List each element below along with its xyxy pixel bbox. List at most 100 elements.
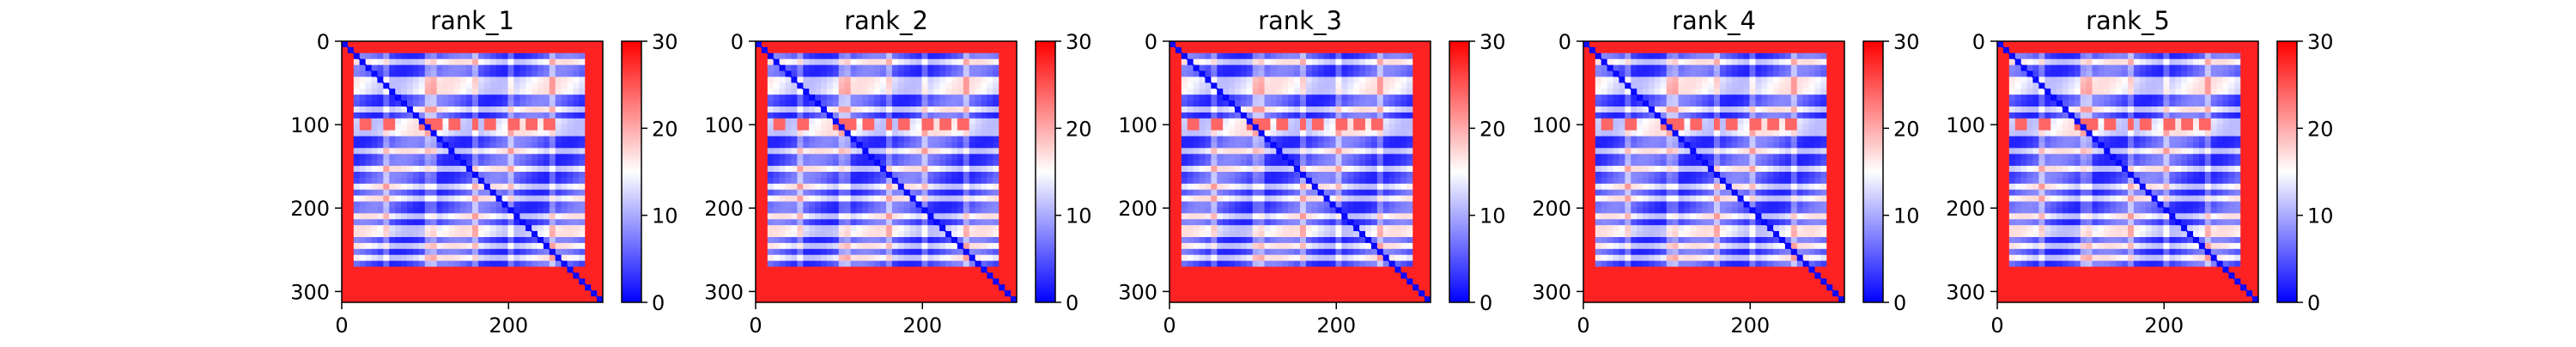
heatmap-cell [851,178,857,184]
heatmap-cell [1176,65,1182,71]
heatmap-cell [904,125,910,131]
heatmap-cell [1389,65,1395,71]
heatmap-cell [999,166,1005,172]
heatmap-cell [987,76,993,82]
heatmap-cell [975,172,981,178]
heatmap-cell [454,82,460,88]
heatmap-cell [921,231,927,237]
heatmap-cell [1270,71,1276,77]
heatmap-cell [472,119,478,125]
heatmap-cell [460,100,466,107]
heatmap-cell [1288,82,1294,88]
heatmap-cell [354,47,360,53]
heatmap-cell [1247,47,1253,53]
heatmap-cell [803,284,809,290]
heatmap-cell [342,255,348,261]
heatmap-cell [513,71,519,77]
heatmap-cell [383,119,389,125]
heatmap-cell [939,148,945,154]
heatmap-cell [939,219,945,225]
heatmap-cell [833,113,839,119]
heatmap-cell [407,190,413,196]
heatmap-cell [556,137,562,143]
heatmap-cell [957,59,963,65]
heatmap-cell [886,131,892,137]
heatmap-cell [389,249,395,255]
heatmap-cell [1335,65,1341,71]
heatmap-cell [1365,71,1371,77]
heatmap-cell [1282,166,1288,172]
heatmap-cell [366,231,372,237]
heatmap-cell [568,59,574,65]
heatmap-cell [839,166,845,172]
heatmap-cell [927,107,933,113]
heatmap-cell [1413,142,1419,148]
heatmap-cell [827,82,833,88]
heatmap-cell [366,59,372,65]
heatmap-cell [484,249,490,255]
heatmap-cell [1235,131,1241,137]
heatmap-cell [862,142,868,148]
heatmap-cell [933,47,939,53]
heatmap-cell [791,267,797,273]
heatmap-cell [1400,131,1406,137]
heatmap-cell [999,41,1005,47]
heatmap-cell [762,125,768,131]
heatmap-cell [1211,94,1217,100]
heatmap-cell [1335,178,1341,184]
heatmap-cell [544,178,550,184]
heatmap-cell [513,53,519,59]
heatmap-cell [448,119,454,125]
heatmap-cell [957,207,963,213]
heatmap-cell [868,65,874,71]
heatmap-cell [413,160,419,166]
heatmap-cell [797,278,803,284]
heatmap-cell [892,166,898,172]
heatmap-cell [342,148,348,154]
heatmap-cell [791,41,797,47]
heatmap-cell [372,59,378,65]
heatmap-cell [342,225,348,231]
heatmap-cell [366,166,372,172]
heatmap-cell [1005,213,1011,219]
heatmap-cell [951,53,957,59]
heatmap-cell [1194,53,1200,59]
heatmap-cell [904,219,910,225]
heatmap-cell [562,119,568,125]
heatmap-cell [756,267,762,273]
heatmap-cell [1395,107,1401,113]
heatmap-cell [490,137,496,143]
heatmap-cell [845,88,851,94]
heatmap-cell [963,178,969,184]
heatmap-cell [360,290,366,296]
heatmap-cell [892,160,898,166]
heatmap-cell [401,237,407,243]
heatmap-cell [1306,65,1312,71]
heatmap-cell [933,225,939,231]
heatmap-cell [437,190,443,196]
heatmap-cell [342,88,348,94]
heatmap-cell [466,47,472,53]
heatmap-cell [927,76,933,82]
heatmap-cell [401,178,407,184]
heatmap-cell [1282,88,1288,94]
heatmap-cell [496,100,502,107]
heatmap-cell [1235,94,1241,100]
heatmap-cell [839,65,845,71]
heatmap-cell [1335,94,1341,100]
heatmap-cell [401,59,407,65]
heatmap-cell [904,207,910,213]
heatmap-cell [1406,82,1413,88]
heatmap-cell [490,154,496,160]
heatmap-cell [1330,82,1336,88]
heatmap-cell [395,290,401,296]
heatmap-cell [1341,53,1347,59]
heatmap-cell [366,142,372,148]
heatmap-cell [791,100,797,107]
heatmap-cell [803,131,809,137]
heatmap-cell [502,41,508,47]
heatmap-cell [975,243,981,249]
heatmap-cell [1282,100,1288,107]
heatmap-cell [803,71,809,77]
heatmap-cell [389,207,395,213]
